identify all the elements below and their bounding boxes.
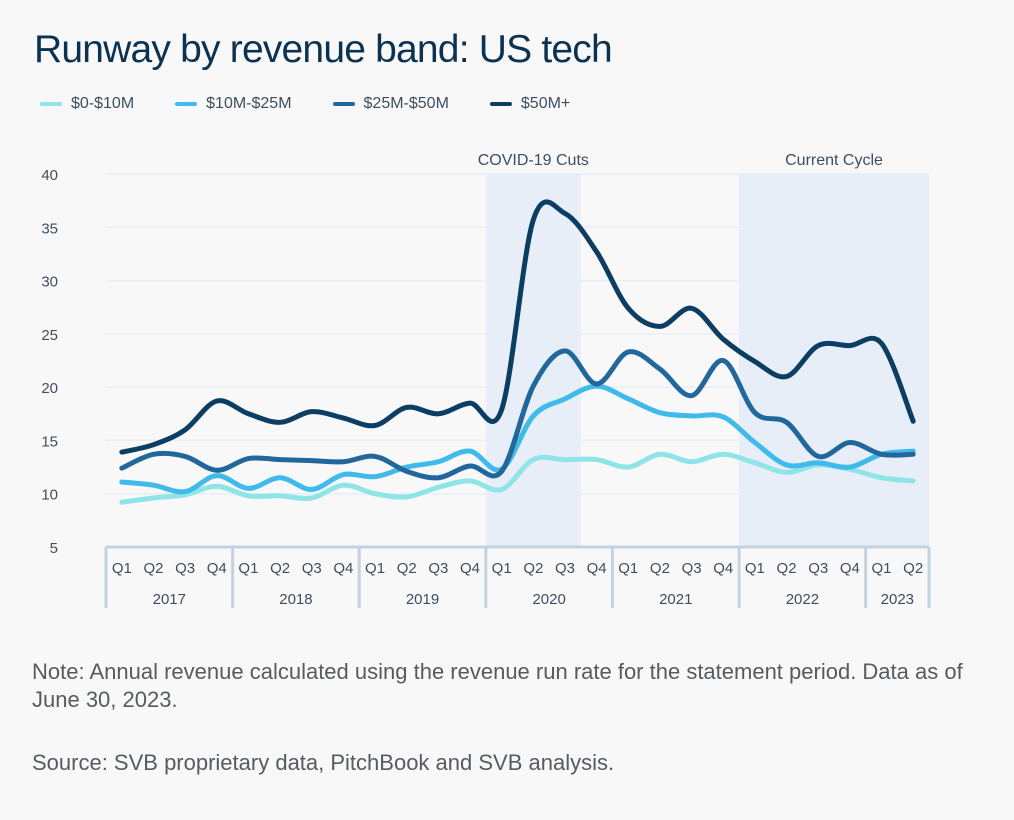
- x-tick-label-year: 2020: [532, 591, 565, 608]
- legend-item-25-50m: $25M-$50M: [332, 95, 449, 113]
- y-tick-label-35: 35: [41, 220, 58, 237]
- x-tick-label-quarter: Q3: [428, 560, 448, 577]
- legend-label: $25M-$50M: [363, 95, 449, 112]
- x-tick-label-quarter: Q2: [397, 560, 417, 577]
- x-tick-label-quarter: Q2: [523, 560, 543, 577]
- y-tick-label-10: 10: [41, 487, 58, 504]
- x-tick-label-quarter: Q1: [238, 560, 258, 577]
- x-tick-label-quarter: Q2: [777, 560, 797, 577]
- x-tick-label-quarter: Q3: [175, 560, 195, 577]
- legend-swatch-0-10m: [40, 102, 62, 106]
- series-line-3: [119, 199, 916, 455]
- shaded-region-0: [485, 174, 581, 547]
- chart-title: Runway by revenue band: US tech: [34, 28, 613, 71]
- x-tick-label-year: 2019: [406, 591, 439, 608]
- shaded-region-1: [739, 174, 929, 547]
- annotation-label-1: Current Cycle: [785, 152, 883, 169]
- legend-swatch-10-25m: [175, 102, 198, 106]
- series-line-0: [119, 451, 916, 505]
- x-tick-label-quarter: Q4: [587, 560, 607, 577]
- x-tick-label-quarter: Q2: [650, 560, 670, 577]
- y-tick-label-40: 40: [41, 167, 58, 184]
- x-tick-label-quarter: Q1: [618, 560, 638, 577]
- x-tick-label-quarter: Q3: [302, 560, 322, 577]
- series-line-2: [119, 348, 916, 481]
- x-tick-label-quarter: Q3: [555, 560, 575, 577]
- legend-item-0-10m: $0-$10M: [40, 95, 134, 113]
- x-tick-label-quarter: Q4: [713, 560, 733, 577]
- x-tick-label-quarter: Q1: [112, 560, 132, 577]
- x-tick-label-year: 2017: [153, 591, 186, 608]
- series-line-1: [119, 383, 916, 495]
- legend: $0-$10M $10M-$25M $25M-$50M $50M+: [40, 95, 570, 113]
- y-tick-label-5: 5: [50, 540, 58, 557]
- x-tick-label-quarter: Q1: [492, 560, 512, 577]
- legend-swatch-25-50m: [332, 102, 355, 106]
- legend-item-10-25m: $10M-$25M: [175, 95, 292, 113]
- x-tick-label-quarter: Q4: [460, 560, 480, 577]
- x-tick-label-quarter: Q4: [207, 560, 227, 577]
- annotation-label-0: COVID-19 Cuts: [478, 152, 589, 169]
- x-tick-label-quarter: Q2: [903, 560, 923, 577]
- x-tick-label-year: 2018: [279, 591, 312, 608]
- x-tick-label-quarter: Q2: [143, 560, 163, 577]
- line-chart: COVID-19 Cuts Current Cycle 5 10 15 20 25 30 35 4…: [41, 152, 931, 608]
- x-tick-label-quarter: Q1: [745, 560, 765, 577]
- x-tick-label-quarter: Q1: [365, 560, 385, 577]
- y-tick-label-30: 30: [41, 274, 58, 291]
- x-tick-label-year: 2021: [659, 591, 692, 608]
- x-tick-label-quarter: Q3: [682, 560, 702, 577]
- legend-label: $10M-$25M: [206, 95, 292, 112]
- footnote: Note: Annual revenue calculated using th…: [32, 659, 963, 712]
- source-note: Source: SVB proprietary data, PitchBook …: [32, 750, 615, 775]
- y-tick-label-20: 20: [41, 380, 58, 397]
- legend-label: $50M+: [520, 95, 571, 112]
- y-tick-label-25: 25: [41, 327, 58, 344]
- x-tick-label-year: 2022: [786, 591, 819, 608]
- x-tick-label-quarter: Q3: [808, 560, 828, 577]
- legend-label: $0-$10M: [71, 95, 135, 112]
- x-tick-label-year: 2023: [881, 591, 914, 608]
- x-tick-label-quarter: Q4: [333, 560, 353, 577]
- legend-item-50m-plus: $50M+: [489, 95, 571, 113]
- x-tick-label-quarter: Q2: [270, 560, 290, 577]
- x-tick-label-quarter: Q1: [872, 560, 892, 577]
- y-tick-label-15: 15: [41, 433, 58, 450]
- x-tick-label-quarter: Q4: [840, 560, 860, 577]
- legend-swatch-50m-plus: [489, 102, 512, 106]
